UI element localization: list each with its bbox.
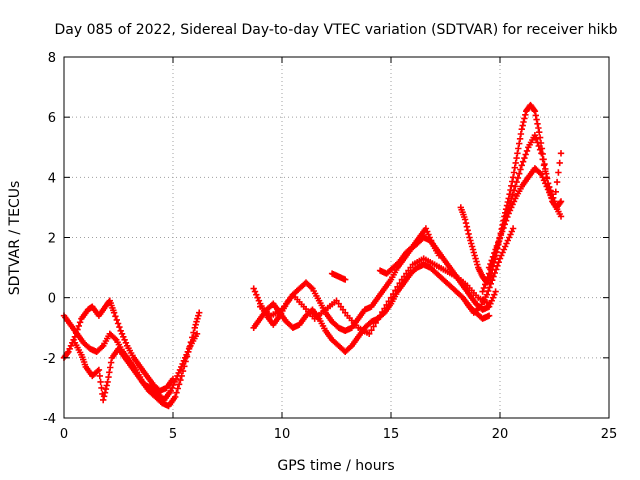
series-markers — [457, 101, 565, 286]
series-sat-g — [376, 225, 443, 277]
y-tick-label: 4 — [48, 171, 56, 186]
series-markers — [328, 270, 349, 283]
series-markers — [376, 225, 443, 277]
series-sat-k — [485, 165, 565, 271]
axis-ticks: 0 5 10 15 20 25 -4 -2 0 2 4 6 8 — [43, 51, 617, 442]
series-markers — [257, 255, 493, 337]
y-tick-label: -4 — [43, 412, 56, 427]
x-axis-label: GPS time / hours — [277, 458, 394, 474]
x-tick-label: 25 — [601, 427, 618, 442]
series-markers — [71, 330, 201, 404]
series-sat-h — [328, 270, 349, 283]
y-axis-label: SDTVAR / TECUs — [7, 181, 23, 296]
series-sat-i — [457, 101, 565, 286]
x-tick-label: 10 — [274, 427, 291, 442]
x-tick-label: 15 — [383, 427, 400, 442]
series-markers — [464, 225, 517, 316]
y-tick-label: -2 — [43, 352, 56, 367]
y-tick-label: 6 — [48, 111, 56, 126]
series-markers — [485, 165, 565, 271]
y-tick-label: 8 — [48, 51, 56, 66]
chart-title: Day 085 of 2022, Sidereal Day-to-day VTE… — [55, 22, 618, 38]
data-points — [60, 101, 565, 410]
y-tick-label: 2 — [48, 232, 56, 247]
series-sat-f — [257, 255, 493, 337]
x-tick-label: 20 — [492, 427, 509, 442]
series-sat-l — [464, 225, 517, 316]
x-tick-label: 0 — [60, 427, 68, 442]
x-tick-label: 5 — [169, 427, 177, 442]
y-tick-label: 0 — [48, 292, 56, 307]
series-sat-c — [71, 330, 201, 404]
